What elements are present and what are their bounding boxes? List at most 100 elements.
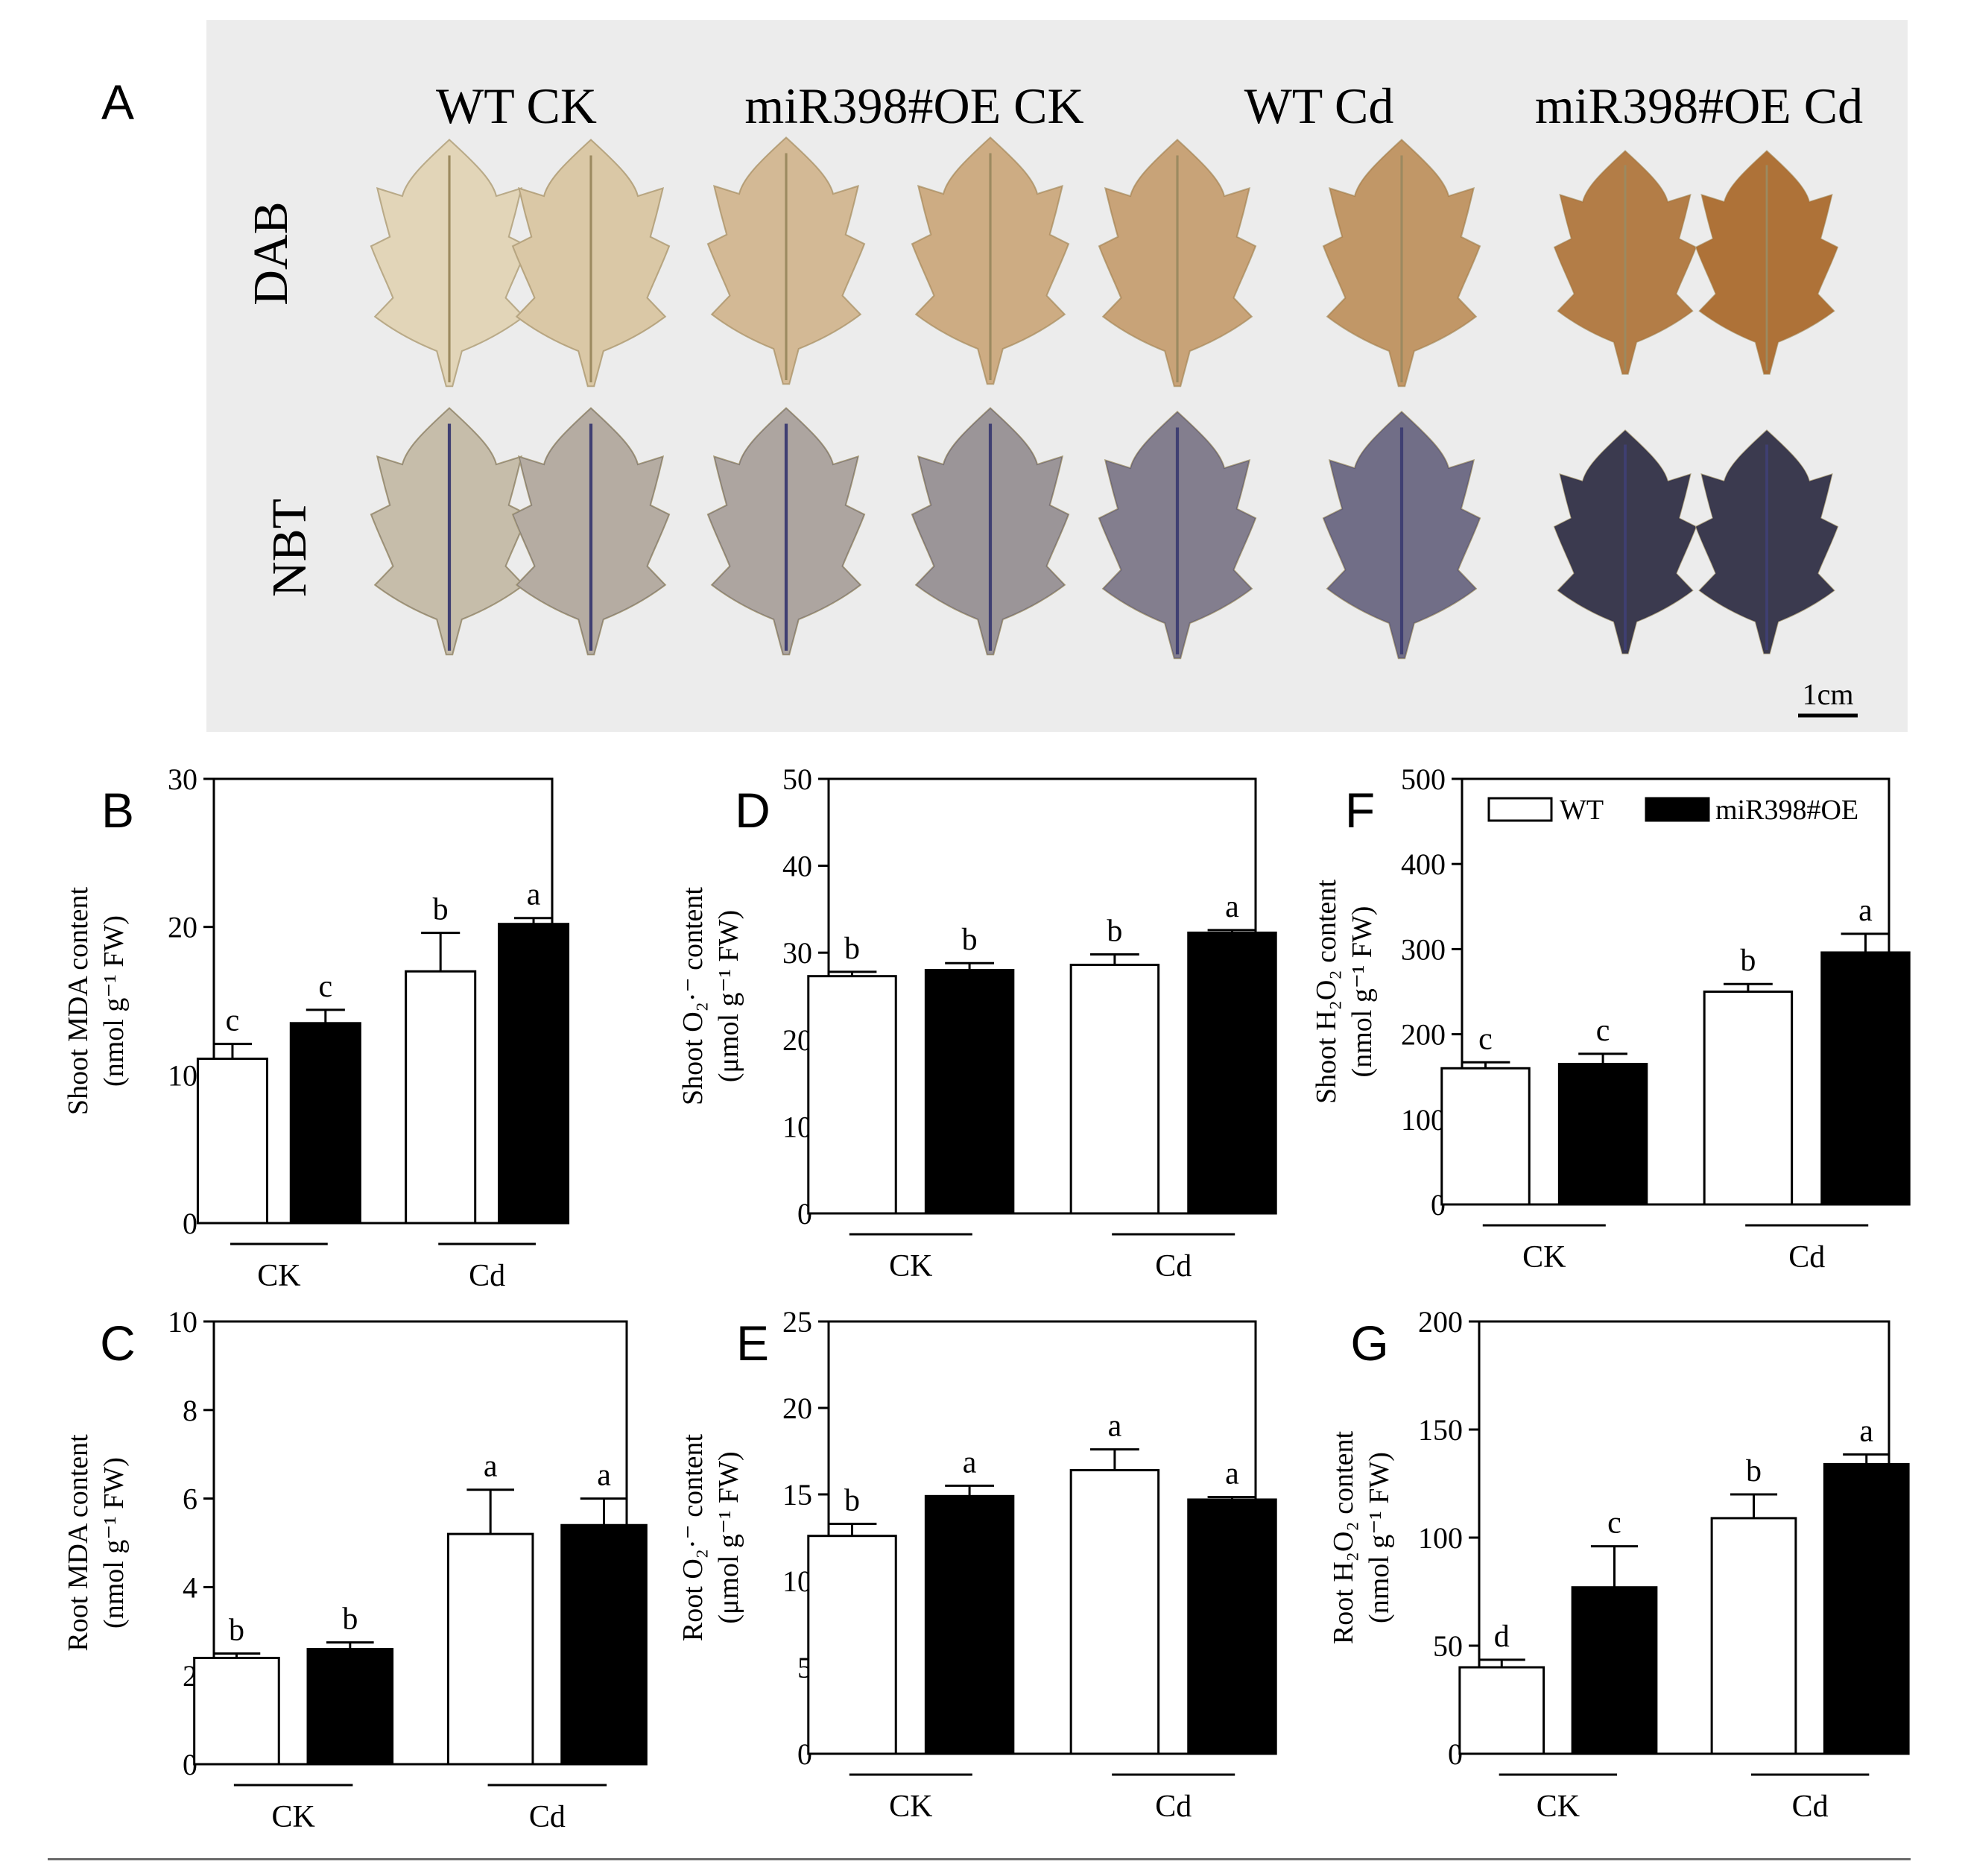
nbt-leaf-photo	[511, 407, 671, 656]
legend-label-oe: miR398#OE	[1715, 795, 1858, 826]
column-header: WT Cd	[1244, 78, 1394, 134]
bar	[1069, 1469, 1160, 1755]
y-tick-label: 4	[183, 1570, 197, 1604]
significance-letter: c	[1607, 1506, 1621, 1541]
significance-letter: b	[962, 923, 978, 957]
legend-label-wt: WT	[1560, 795, 1604, 826]
significance-letter: b	[844, 1483, 860, 1517]
bar	[807, 975, 897, 1215]
y-tick-label: 200	[1418, 1305, 1463, 1339]
column-header: miR398#OE CK	[744, 78, 1083, 134]
y-tick-label: 400	[1401, 847, 1446, 881]
bar	[924, 1494, 1015, 1755]
y-axis-unit: (nmol g⁻¹ FW)	[1364, 1452, 1395, 1623]
significance-letter: b	[433, 893, 449, 927]
panel-label-d: D	[735, 783, 771, 838]
y-axis-title: Root H₂O₂ content	[1328, 1430, 1359, 1644]
x-group-label: CK	[257, 1259, 300, 1293]
figure-bottom-rule	[48, 1858, 1911, 1860]
y-axis-title: Root O₂·⁻ content	[677, 1433, 709, 1641]
significance-letter: a	[1225, 890, 1239, 924]
significance-letter: b	[1746, 1454, 1762, 1488]
y-tick-label: 150	[1418, 1413, 1463, 1447]
bar	[1187, 931, 1277, 1215]
bar	[1710, 1517, 1797, 1755]
significance-letter: b	[844, 932, 860, 966]
nbt-leaf-photo	[706, 407, 866, 656]
x-group-label: CK	[889, 1249, 932, 1283]
x-group-label: CK	[1537, 1790, 1580, 1824]
significance-letter: a	[597, 1459, 611, 1493]
panel-a-group: A WT CK miR398#OE CK WT Cd miR398#OE Cd DAB NB…	[101, 75, 1863, 718]
bar	[446, 1532, 534, 1766]
x-group-label: Cd	[469, 1259, 505, 1293]
dab-leaf-photo	[1695, 150, 1839, 375]
bar	[924, 969, 1015, 1215]
bar	[1820, 951, 1911, 1206]
x-group-label: CK	[889, 1790, 932, 1824]
significance-letter: a	[527, 878, 541, 912]
significance-letter: b	[1107, 915, 1122, 949]
bar	[1440, 1067, 1531, 1206]
y-tick-label: 30	[782, 936, 812, 970]
y-tick-label: 25	[782, 1305, 812, 1339]
bar	[497, 923, 570, 1225]
x-group-label: Cd	[529, 1800, 566, 1834]
significance-letter: c	[318, 970, 332, 1004]
legend-swatch-oe	[1645, 797, 1710, 822]
dab-leaf-photo	[1098, 139, 1257, 388]
y-tick-label: 0	[183, 1207, 197, 1240]
x-group-label: Cd	[1155, 1249, 1192, 1283]
y-tick-label: 300	[1401, 932, 1446, 966]
nbt-leaf-photo	[911, 407, 1070, 656]
y-tick-label: 100	[1401, 1103, 1446, 1137]
y-axis-unit: (nmol g⁻¹ FW)	[1347, 906, 1378, 1078]
y-axis-title: Root MDA content	[63, 1434, 94, 1652]
significance-letter: a	[963, 1445, 977, 1479]
nbt-leaf-photo	[1098, 411, 1257, 660]
bar	[560, 1523, 648, 1766]
significance-letter: a	[1225, 1456, 1239, 1491]
nbt-leaf-photo	[1322, 411, 1481, 660]
bar	[289, 1022, 361, 1225]
dab-leaf-photo	[1322, 139, 1481, 388]
significance-letter: b	[1740, 944, 1756, 978]
scale-bar-label: 1cm	[1803, 678, 1854, 711]
legend: WT miR398#OE	[1487, 795, 1858, 826]
bar	[1703, 991, 1794, 1206]
dab-leaf-photo	[706, 136, 866, 385]
dab-leaf-photo	[1553, 150, 1697, 375]
y-tick-label: 15	[782, 1478, 812, 1512]
nbt-leaf-photo	[1695, 429, 1839, 654]
y-tick-label: 500	[1401, 762, 1446, 796]
row-label-nbt: NBT	[262, 499, 317, 597]
panel-label-g: G	[1350, 1316, 1388, 1371]
y-tick-label: 6	[183, 1482, 197, 1516]
significance-letter: a	[484, 1450, 498, 1484]
significance-letter: b	[342, 1602, 358, 1637]
bar	[1069, 964, 1160, 1215]
y-tick-label: 10	[168, 1058, 197, 1092]
dab-leaf-photo	[911, 136, 1070, 385]
y-tick-label: 200	[1401, 1018, 1446, 1052]
legend-swatch-wt	[1487, 797, 1553, 822]
bar	[306, 1648, 394, 1766]
x-group-label: Cd	[1788, 1240, 1825, 1275]
y-tick-label: 40	[782, 850, 812, 883]
nbt-leaf-photo	[1553, 429, 1697, 654]
y-axis-unit: (μmol g⁻¹ FW)	[713, 1451, 744, 1623]
dab-leaf-photo	[511, 139, 671, 388]
y-tick-label: 20	[782, 1392, 812, 1425]
y-tick-label: 100	[1418, 1521, 1463, 1555]
panel-label-f: F	[1345, 783, 1375, 838]
significance-letter: d	[1494, 1620, 1510, 1654]
column-header: WT CK	[436, 78, 597, 134]
significance-letter: a	[1859, 1414, 1873, 1448]
significance-letter: b	[229, 1614, 244, 1648]
significance-letter: a	[1108, 1409, 1122, 1444]
row-label-dab: DAB	[244, 201, 298, 305]
